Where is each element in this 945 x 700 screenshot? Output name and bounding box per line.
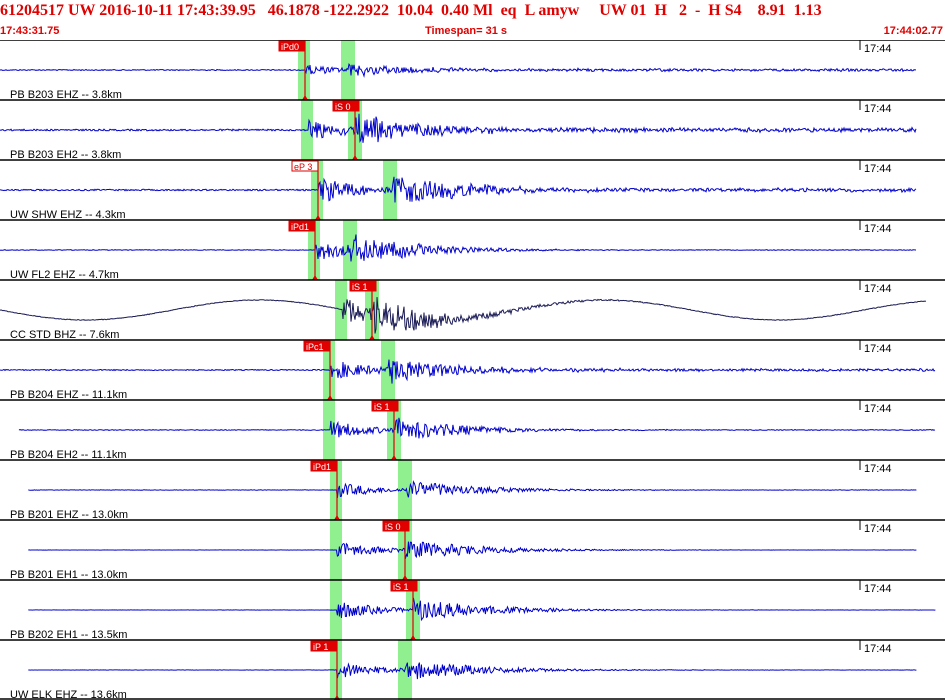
end-time: 17:44:02.77 <box>883 25 943 37</box>
waveform-trace <box>18 417 936 439</box>
pick-label: iS 0 <box>335 102 351 112</box>
waveform-trace <box>0 359 936 384</box>
pick-flag <box>390 580 418 592</box>
pick-label: iS 1 <box>374 402 390 412</box>
waveform-trace <box>0 234 917 262</box>
pick-marker <box>410 635 416 640</box>
pick-marker <box>312 275 318 280</box>
start-time: 17:43:31.75 <box>0 25 60 37</box>
waveform-trace <box>0 62 916 78</box>
time-mark: 17:44 <box>864 583 892 595</box>
pick-label: iS 1 <box>352 282 368 292</box>
station-label: UW SHW EHZ -- 4.3km <box>10 209 126 221</box>
s-window <box>381 340 395 400</box>
pick-marker <box>402 575 408 580</box>
event-header: 61204517 UW 2016-10-11 17:43:39.95 46.18… <box>0 0 945 40</box>
waveform-trace <box>0 176 917 203</box>
pick-label: iP 1 <box>313 642 328 652</box>
time-mark: 17:44 <box>864 343 892 355</box>
seismogram-panel[interactable]: 17:44 iPd0 PB B203 EHZ -- 3.8km 17:44 iS 0 PB… <box>0 40 945 700</box>
time-mark: 17:44 <box>864 103 892 115</box>
time-mark: 17:44 <box>864 643 892 655</box>
time-mark: 17:44 <box>864 463 892 475</box>
waveform-trace <box>28 480 917 499</box>
time-mark: 17:44 <box>864 223 892 235</box>
pick-label: iPd1 <box>291 222 309 232</box>
pick-label: iS 0 <box>385 522 401 532</box>
pick-marker <box>302 95 308 100</box>
time-mark: 17:44 <box>864 43 892 55</box>
pick-flag <box>332 100 360 112</box>
pick-label: eP 3 <box>294 162 312 172</box>
timespan-label: Timespan= 31 s <box>425 25 508 37</box>
pick-marker <box>391 455 397 460</box>
waveform-trace <box>28 597 936 622</box>
waveform-trace <box>28 662 917 680</box>
pick-label: iPd0 <box>281 42 299 52</box>
pick-flag <box>349 280 377 292</box>
station-label: PB B203 EHZ -- 3.8km <box>10 89 122 101</box>
pick-label: iPd1 <box>313 462 331 472</box>
station-label: PB B204 EHZ -- 11.1km <box>10 389 127 401</box>
station-label: PB B204 EH2 -- 11.1km <box>10 449 127 461</box>
pick-label: iPc1 <box>306 342 324 352</box>
station-label: CC STD BHZ -- 7.6km <box>10 329 119 341</box>
pick-marker <box>352 155 358 160</box>
waveform-trace <box>0 297 927 334</box>
time-mark: 17:44 <box>864 523 892 535</box>
station-label: UW FL2 EHZ -- 4.7km <box>10 269 119 281</box>
station-label: PB B201 EH1 -- 13.0km <box>10 569 127 581</box>
pick-marker <box>315 215 321 220</box>
waveform-trace <box>0 113 917 143</box>
pick-label: iS 1 <box>393 582 409 592</box>
time-mark: 17:44 <box>864 283 892 295</box>
waveform-trace <box>28 541 917 559</box>
station-label: UW ELK EHZ -- 13.6km <box>10 689 127 700</box>
station-label: PB B203 EH2 -- 3.8km <box>10 149 121 161</box>
pick-marker <box>334 515 340 520</box>
station-label: PB B202 EH1 -- 13.5km <box>10 629 127 641</box>
time-mark: 17:44 <box>864 163 892 175</box>
pick-flag <box>371 400 399 412</box>
event-summary: 61204517 UW 2016-10-11 17:43:39.95 46.18… <box>0 2 822 19</box>
time-mark: 17:44 <box>864 403 892 415</box>
station-label: PB B201 EHZ -- 13.0km <box>10 509 128 521</box>
pick-flag <box>382 520 410 532</box>
pick-marker <box>327 395 333 400</box>
pick-marker <box>369 335 375 340</box>
